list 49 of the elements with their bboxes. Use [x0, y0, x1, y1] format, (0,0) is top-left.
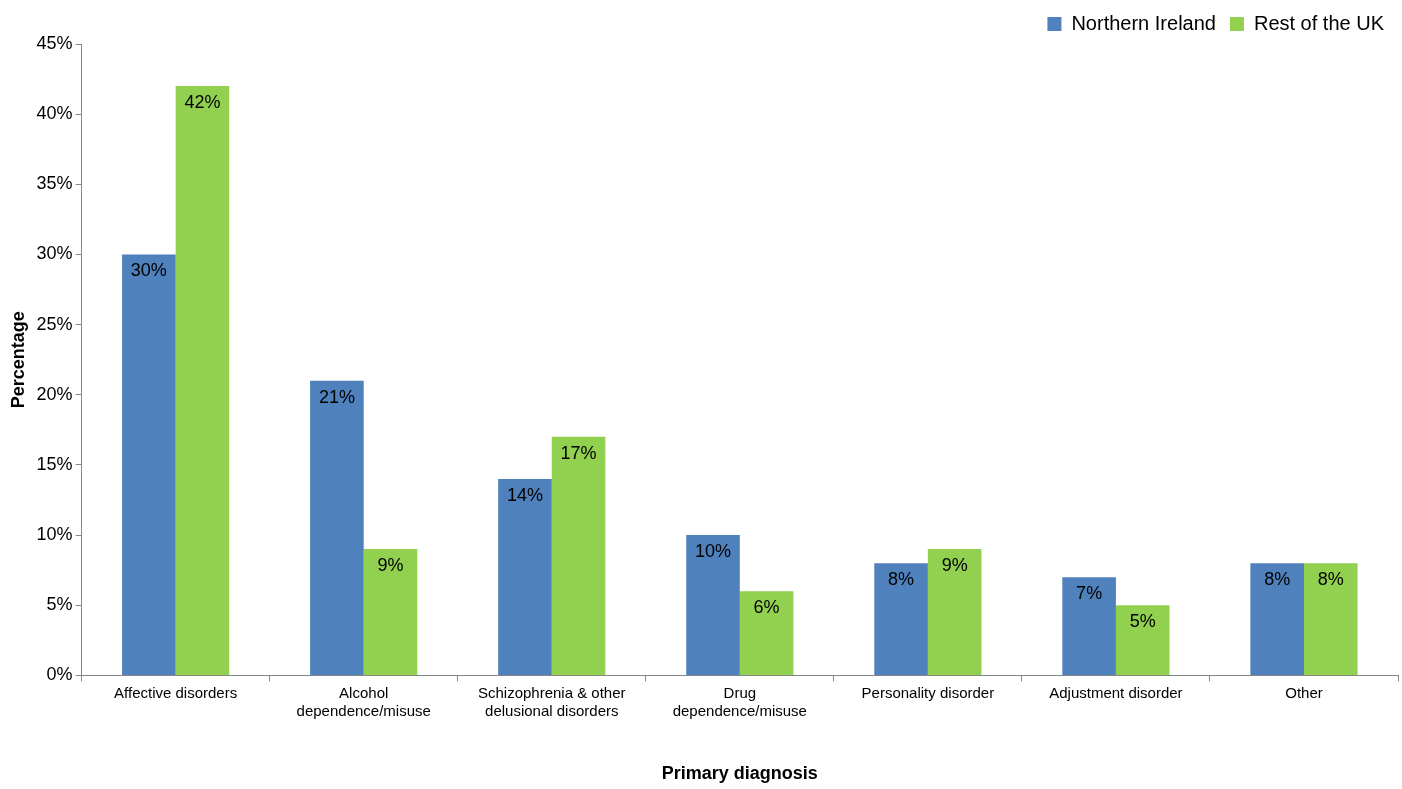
bar	[363, 549, 418, 675]
data-label: 9%	[377, 555, 404, 576]
bar	[927, 549, 982, 675]
data-label: 14%	[506, 484, 543, 505]
y-tick-label: 20%	[36, 383, 73, 404]
legend-label: Northern Ireland	[1071, 11, 1216, 34]
data-label: 8%	[1264, 569, 1291, 590]
bar	[1062, 577, 1116, 675]
y-tick-label: 30%	[36, 243, 73, 264]
bar	[1303, 563, 1358, 675]
bar	[739, 591, 794, 675]
bar	[874, 563, 928, 675]
x-tick-label: Adjustment disorder	[1049, 683, 1183, 701]
data-label: 21%	[318, 386, 355, 407]
x-tick-label: Drug dependence/misuse	[672, 683, 807, 719]
x-tick-label: Affective disorders	[114, 683, 238, 701]
data-label: 6%	[753, 597, 780, 618]
data-label: 42%	[184, 92, 221, 113]
y-tick-label: 0%	[46, 664, 73, 685]
x-tick-label: Other	[1285, 683, 1323, 701]
y-tick-label: 5%	[46, 594, 73, 615]
data-label: 5%	[1129, 611, 1156, 632]
x-tick-label: Schizophrenia & other delusional disorders	[477, 683, 626, 719]
data-label: 9%	[941, 555, 968, 576]
bar	[1250, 563, 1304, 675]
data-label: 8%	[888, 569, 915, 590]
x-tick-label: Alcohol dependence/misuse	[296, 683, 431, 719]
y-tick-label: 40%	[36, 103, 73, 124]
legend-label: Rest of the UK	[1253, 11, 1385, 34]
y-tick-label: 10%	[36, 524, 73, 545]
bar	[1115, 605, 1170, 675]
y-tick-label: 25%	[36, 313, 73, 334]
bar	[175, 86, 230, 675]
data-label: 7%	[1076, 583, 1103, 604]
y-tick-label: 15%	[36, 453, 73, 474]
bar	[310, 380, 364, 675]
bar	[498, 478, 552, 675]
x-axis-title: Primary diagnosis	[661, 763, 818, 784]
bar	[551, 436, 606, 675]
y-tick-label: 45%	[36, 32, 73, 53]
data-label: 8%	[1317, 569, 1344, 590]
bar	[686, 535, 740, 675]
x-tick-label: Personality disorder	[861, 683, 995, 701]
data-label: 17%	[560, 442, 597, 463]
data-label: 30%	[130, 260, 167, 281]
data-label: 10%	[695, 541, 732, 562]
bar	[122, 254, 176, 675]
y-tick-label: 35%	[36, 173, 73, 194]
y-axis-title: Percentage	[7, 311, 28, 409]
